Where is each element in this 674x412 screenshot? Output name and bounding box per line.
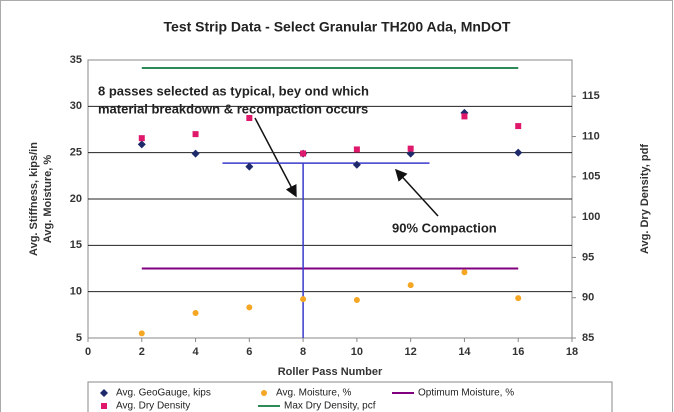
y2-tick-label: 85 (582, 332, 594, 344)
data-point (352, 160, 361, 169)
data-point (461, 113, 468, 120)
y2-tick-label: 105 (582, 171, 600, 183)
x-tick-label: 4 (192, 346, 199, 358)
x-tick-label: 14 (458, 346, 471, 358)
y2-tick-label: 110 (582, 130, 600, 142)
x-tick-label: 12 (405, 346, 417, 358)
y-axis-title: Avg. Stiffness, kips/in (28, 142, 40, 256)
annotation: 8 passes selected as typical, bey ond wh… (98, 83, 369, 98)
y2-tick-label: 90 (582, 292, 594, 304)
data-point (407, 282, 414, 289)
y2-tick-label: 95 (582, 251, 594, 263)
y-tick-label: 5 (76, 332, 82, 344)
y-tick-label: 10 (70, 286, 82, 298)
legend-swatch (100, 389, 108, 397)
y2-tick-label: 100 (582, 211, 600, 223)
data-point (353, 146, 360, 153)
legend-label: Optimum Moisture, % (418, 388, 514, 399)
annotation: material breakdown & recompaction occurs (98, 101, 368, 116)
x-tick-label: 2 (139, 346, 145, 358)
data-point (407, 145, 414, 152)
data-point (515, 123, 522, 130)
y2-tick-label: 115 (582, 90, 600, 102)
x-tick-label: 18 (566, 346, 578, 358)
x-axis-title: Roller Pass Number (278, 366, 383, 378)
legend-label: Avg. GeoGauge, kips (116, 388, 211, 399)
data-point (300, 150, 307, 157)
data-point (461, 269, 468, 276)
y-tick-label: 30 (70, 100, 82, 112)
data-point (192, 309, 199, 316)
data-point (245, 162, 254, 171)
chart-title: Test Strip Data - Select Granular TH200 … (164, 19, 511, 35)
y-tick-label: 15 (70, 239, 82, 251)
data-point (246, 304, 253, 311)
data-point (300, 296, 307, 303)
annotation-arrow (394, 168, 439, 217)
x-tick-label: 0 (85, 346, 91, 358)
y-tick-label: 35 (70, 54, 82, 66)
data-point (191, 149, 200, 158)
data-point (137, 140, 146, 149)
x-tick-label: 6 (246, 346, 252, 358)
legend-swatch (261, 390, 267, 396)
x-tick-label: 8 (300, 346, 306, 358)
y-axis-title: Avg. Moisture, % (42, 155, 54, 243)
legend-swatch (101, 403, 107, 409)
legend-label: Max Dry Density, pcf (284, 401, 376, 412)
data-point (246, 115, 253, 122)
data-point (515, 295, 522, 302)
data-point (138, 135, 145, 142)
y-tick-label: 25 (70, 147, 82, 159)
legend-label: Avg. Moisture, % (276, 388, 352, 399)
legend (87, 381, 613, 412)
y2-axis-title: Avg. Dry Density, pdf (639, 144, 651, 254)
x-tick-label: 10 (351, 346, 363, 358)
data-point (514, 148, 523, 157)
x-tick-label: 16 (512, 346, 524, 358)
legend-label: Avg. Dry Density (116, 401, 190, 412)
annotation: 90% Compaction (392, 220, 497, 235)
y-tick-label: 20 (70, 193, 82, 205)
annotation-arrow (254, 117, 297, 198)
data-point (353, 297, 360, 304)
data-point (138, 330, 145, 337)
data-point (192, 131, 199, 138)
